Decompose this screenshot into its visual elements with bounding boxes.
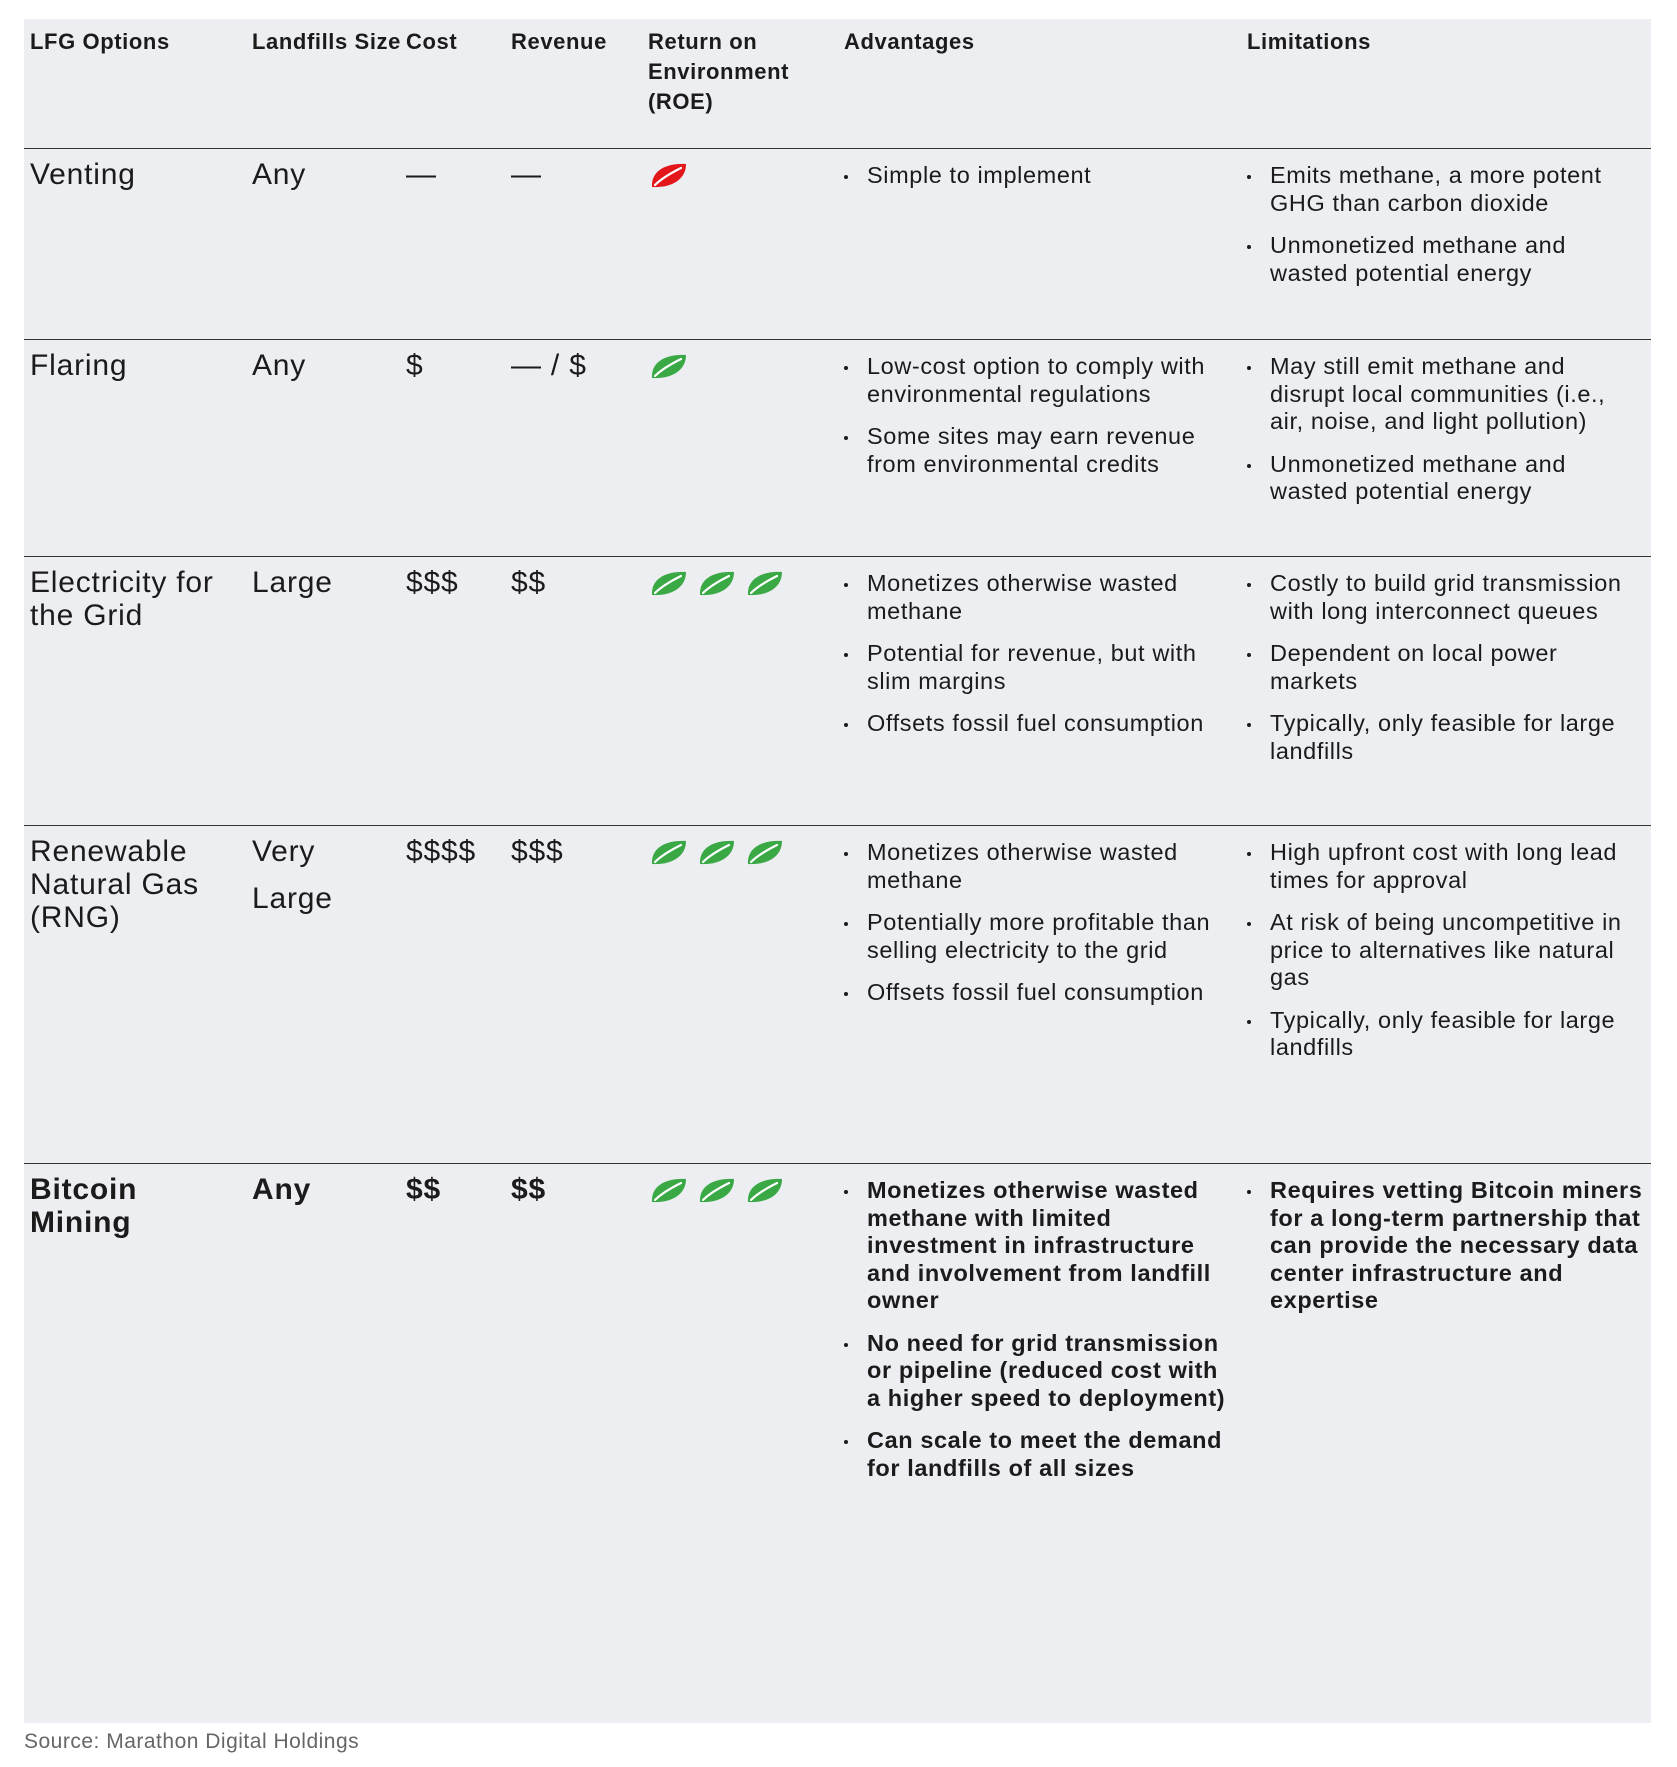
- column-header: LFG Options: [30, 29, 170, 54]
- limitation-item: Dependent on local power markets: [1245, 640, 1645, 695]
- cell-size: Very Large: [252, 835, 333, 915]
- row-rule: [24, 825, 1651, 826]
- column-header: Advantages: [844, 29, 975, 54]
- cell-revenue: $$: [511, 1173, 546, 1206]
- limitation-item: Unmonetized methane and wasted potential…: [1245, 232, 1645, 287]
- header-rule: [24, 148, 1651, 149]
- roe-leaf: [747, 840, 782, 865]
- roe-leaf: [699, 840, 734, 865]
- advantage-item: Simple to implement: [842, 162, 1237, 190]
- cell-revenue: $$: [511, 566, 546, 599]
- advantages-list: Simple to implement: [842, 162, 1237, 205]
- comparison-table: LFG Options Landfills Size Cost Revenue Retu…: [24, 19, 1651, 1723]
- advantage-item: Offsets fossil fuel consumption: [842, 979, 1237, 1007]
- limitations-list: Costly to build grid transmission with l…: [1245, 570, 1645, 780]
- roe-leaf: [651, 354, 686, 379]
- limitations-list: High upfront cost with long lead times f…: [1245, 839, 1645, 1077]
- cell-cost: $: [406, 349, 424, 382]
- advantage-item: Potential for revenue, but with slim mar…: [842, 640, 1237, 695]
- limitation-item: Requires vetting Bitcoin miners for a lo…: [1245, 1177, 1645, 1315]
- cell-option: Flaring: [30, 349, 128, 382]
- cell-size: Any: [252, 349, 307, 382]
- cell-cost: $$: [406, 1173, 441, 1206]
- row-rule: [24, 556, 1651, 557]
- column-header: Cost: [406, 29, 458, 54]
- advantage-item: Potentially more profitable than selling…: [842, 909, 1237, 964]
- roe-leaf: [651, 1178, 686, 1203]
- cell-option: Renewable Natural Gas (RNG): [30, 835, 199, 934]
- cell-cost: $$$$: [406, 835, 476, 868]
- column-header: Limitations: [1247, 29, 1371, 54]
- advantage-item: Some sites may earn revenue from environ…: [842, 423, 1237, 478]
- roe-leaf: [699, 571, 734, 596]
- advantage-item: Monetizes otherwise wasted methane: [842, 570, 1237, 625]
- column-header: Return on Environment (ROE): [648, 29, 790, 114]
- advantage-item: Low-cost option to comply with environme…: [842, 353, 1237, 408]
- cell-revenue: — / $: [511, 349, 587, 382]
- column-header: Revenue: [511, 29, 607, 54]
- limitation-item: High upfront cost with long lead times f…: [1245, 839, 1645, 894]
- cell-size: Large: [252, 566, 333, 599]
- limitation-item: Typically, only feasible for large landf…: [1245, 1007, 1645, 1062]
- advantage-item: Can scale to meet the demand for landfil…: [842, 1427, 1237, 1482]
- limitation-item: May still emit methane and disrupt local…: [1245, 353, 1645, 436]
- cell-cost: $$$: [406, 566, 459, 599]
- roe-leaf: [651, 571, 686, 596]
- limitations-list: Emits methane, a more potent GHG than ca…: [1245, 162, 1645, 302]
- roe-leaf: [747, 571, 782, 596]
- cell-option: Bitcoin Mining: [30, 1173, 138, 1239]
- row-rule: [24, 339, 1651, 340]
- cell-option: Venting: [30, 158, 136, 191]
- advantage-item: Monetizes otherwise wasted methane with …: [842, 1177, 1237, 1315]
- roe-leaf: [747, 1178, 782, 1203]
- source-note: Source: Marathon Digital Holdings: [24, 1730, 360, 1753]
- cell-revenue: —: [511, 158, 542, 191]
- limitation-item: Costly to build grid transmission with l…: [1245, 570, 1645, 625]
- limitations-list: May still emit methane and disrupt local…: [1245, 353, 1645, 521]
- row-rule: [24, 1163, 1651, 1164]
- limitation-item: Unmonetized methane and wasted potential…: [1245, 451, 1645, 506]
- limitation-item: At risk of being uncompetitive in price …: [1245, 909, 1645, 992]
- advantage-item: No need for grid transmission or pipelin…: [842, 1330, 1237, 1413]
- advantages-list: Monetizes otherwise wasted methane Potent…: [842, 570, 1237, 753]
- limitation-item: Typically, only feasible for large landf…: [1245, 710, 1645, 765]
- cell-revenue: $$$: [511, 835, 564, 868]
- advantages-list: Monetizes otherwise wasted methane with …: [842, 1177, 1237, 1497]
- roe-leaf: [699, 1178, 734, 1203]
- limitations-list: Requires vetting Bitcoin miners for a lo…: [1245, 1177, 1645, 1330]
- cell-cost: —: [406, 158, 437, 191]
- advantages-list: Low-cost option to comply with environme…: [842, 353, 1237, 493]
- roe-leaf: [651, 840, 686, 865]
- cell-size: Any: [252, 1173, 312, 1206]
- roe-leaf: [651, 163, 686, 188]
- advantage-item: Offsets fossil fuel consumption: [842, 710, 1237, 738]
- advantages-list: Monetizes otherwise wasted methane Potent…: [842, 839, 1237, 1022]
- advantage-item: Monetizes otherwise wasted methane: [842, 839, 1237, 894]
- column-header: Landfills Size: [252, 29, 401, 54]
- cell-option: Electricity for the Grid: [30, 566, 214, 632]
- cell-size: Any: [252, 158, 307, 191]
- limitation-item: Emits methane, a more potent GHG than ca…: [1245, 162, 1645, 217]
